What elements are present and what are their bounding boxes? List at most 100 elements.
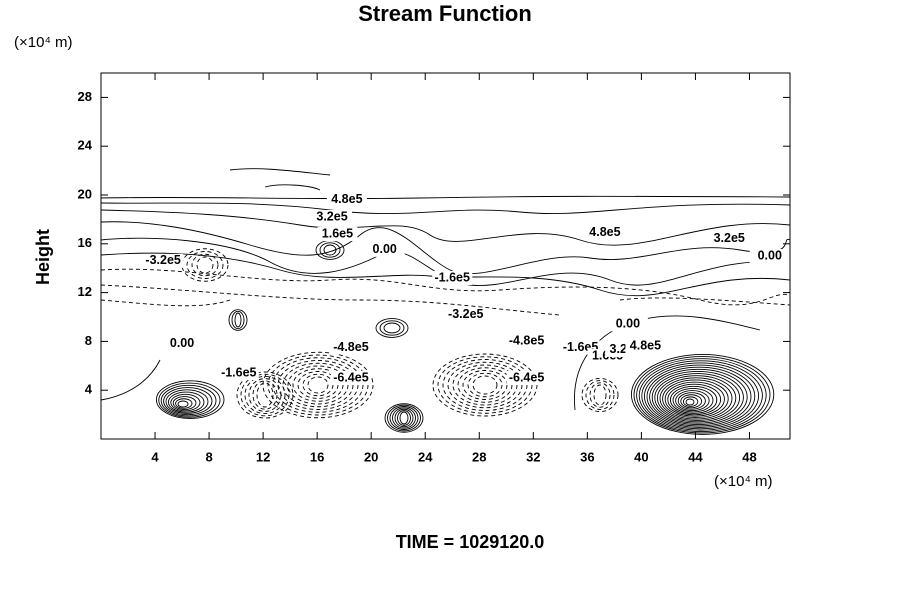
contour-label: 3.2e5 — [714, 231, 745, 245]
contour-line — [472, 375, 498, 395]
y-tick-label: 4 — [85, 382, 93, 397]
x-tick-label: 28 — [472, 449, 486, 464]
contour-line — [234, 312, 242, 328]
contour-line — [262, 351, 374, 419]
contour-label-bg — [326, 192, 367, 207]
contour-line — [685, 398, 695, 406]
contour-line — [664, 381, 725, 417]
contour-label: 4.8e5 — [630, 339, 661, 353]
contour-line — [641, 362, 760, 430]
contour-label-bg — [749, 249, 790, 263]
contour-line — [643, 364, 756, 428]
x-tick-label: 8 — [205, 449, 212, 464]
contour-line — [177, 400, 189, 408]
y-tick-label: 28 — [78, 89, 92, 104]
contour-line — [675, 390, 710, 412]
chart-title: Stream Function — [358, 1, 532, 26]
contour-line — [302, 373, 334, 397]
x-tick-label: 44 — [688, 449, 703, 464]
x-tick-label: 16 — [310, 449, 324, 464]
contour-line — [389, 406, 419, 430]
contour-line — [384, 403, 424, 433]
y-unit-label: (×10⁴ m) — [14, 34, 73, 51]
contour-line — [659, 377, 733, 420]
contour-label: -3.2e5 — [145, 253, 180, 267]
contour-line — [248, 378, 282, 412]
contour-label: 3.2e5 — [316, 209, 347, 223]
contour-line — [467, 372, 503, 398]
contour-line — [172, 396, 197, 411]
x-tick-label: 36 — [580, 449, 594, 464]
contour-line — [236, 371, 294, 419]
contour-line — [633, 356, 771, 434]
x-tick-label: 32 — [526, 449, 540, 464]
contour-line — [672, 387, 714, 413]
y-tick-label: 20 — [78, 186, 92, 201]
contour-line — [646, 366, 752, 427]
contour-label-bg — [218, 366, 259, 381]
contour-label-bg — [625, 339, 666, 354]
contour-line — [307, 376, 329, 394]
x-tick-label: 4 — [151, 449, 159, 464]
contour-line — [167, 391, 205, 413]
contour-line — [191, 253, 219, 277]
contour-label: -6.4e5 — [333, 370, 368, 384]
y-tick-label: 24 — [78, 138, 93, 153]
contour-label-bg — [607, 317, 648, 332]
contour-label-bg — [584, 225, 625, 240]
contour-line — [581, 377, 619, 413]
contour-field — [100, 168, 791, 435]
contour-line — [319, 242, 341, 258]
contour-label: -4.8e5 — [333, 340, 368, 354]
contour-line — [163, 387, 213, 416]
x-tick-label: 20 — [364, 449, 378, 464]
contour-line — [651, 370, 744, 424]
contour-label: 0.00 — [373, 242, 397, 256]
y-tick-label: 16 — [78, 235, 92, 250]
contour-line — [186, 251, 224, 279]
contour-line — [630, 354, 775, 435]
x-tick-label: 40 — [634, 449, 648, 464]
x-tick-label: 24 — [418, 449, 433, 464]
contour-line — [155, 380, 225, 419]
contour-label-bg — [330, 371, 371, 385]
contour-label: 0.00 — [170, 336, 194, 350]
contour-label: 1.6e5 — [322, 226, 353, 240]
contour-line — [394, 408, 414, 428]
contour-line — [593, 384, 607, 406]
contour-line — [462, 370, 508, 400]
contour-line — [196, 256, 214, 274]
x-tick-label: 48 — [742, 449, 756, 464]
contour-label: 4.8e5 — [331, 192, 362, 206]
contour-label: 0.00 — [616, 317, 640, 331]
contour-line — [228, 309, 248, 331]
contour-line — [375, 318, 409, 338]
contour-label-bg — [364, 242, 405, 257]
contour-label: -6.4e5 — [509, 370, 544, 384]
contour-label-bg — [506, 334, 547, 349]
contour-label: -1.6e5 — [221, 365, 256, 379]
contour-line — [397, 410, 411, 426]
contour-line — [399, 411, 409, 425]
contour-label: -4.8e5 — [509, 334, 544, 348]
contour-label-bg — [330, 340, 371, 355]
y-axis-label: Height — [33, 229, 53, 285]
contour-line — [160, 384, 217, 417]
contour-line — [383, 322, 401, 334]
contour-label-bg — [143, 253, 184, 268]
contour-label-bg — [445, 307, 486, 322]
contour-line — [667, 383, 722, 416]
contour-line — [677, 392, 706, 410]
y-tick-label: 12 — [78, 284, 92, 299]
contour-label-bg — [312, 209, 353, 224]
contour-line — [669, 385, 718, 414]
contour-line — [682, 396, 699, 407]
y-tick-label: 8 — [85, 333, 92, 348]
contour-line — [170, 393, 201, 412]
contour-line — [656, 375, 737, 421]
contour-label-bg — [317, 227, 358, 242]
contour-line — [387, 404, 421, 432]
contour-label-bg — [506, 371, 547, 385]
contour-line — [244, 375, 286, 415]
